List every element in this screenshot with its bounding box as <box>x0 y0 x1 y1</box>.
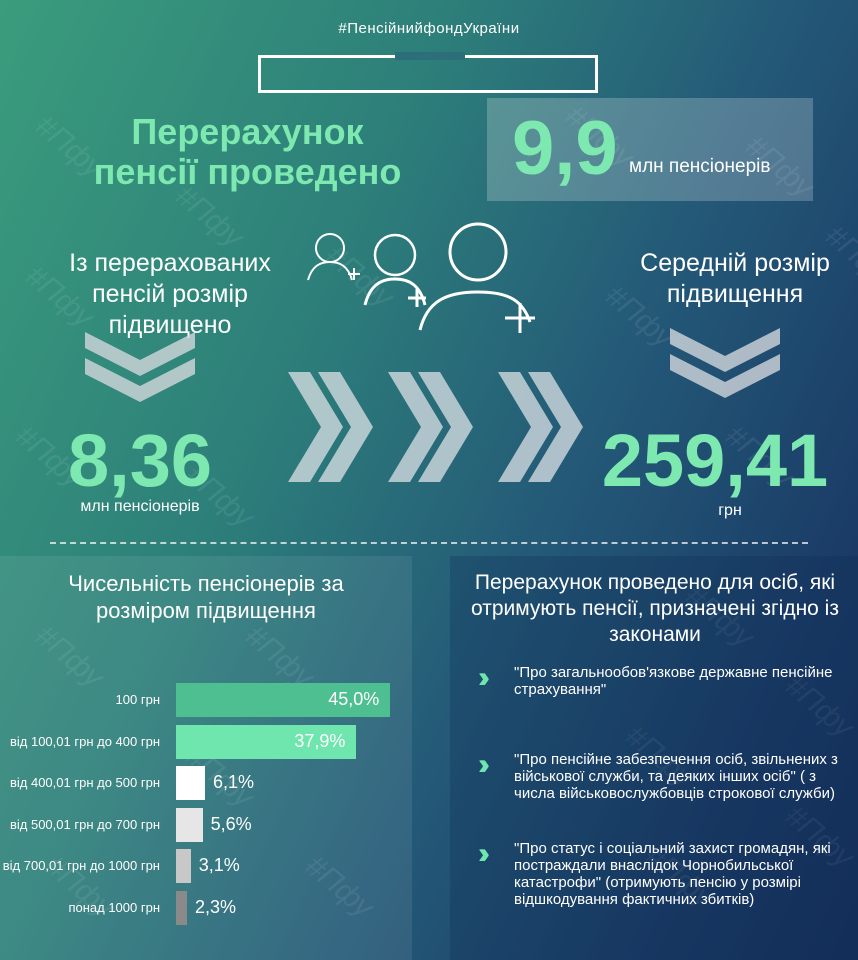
chart-title: Чисельність пенсіонерів за розміром підв… <box>68 571 344 623</box>
bar <box>176 683 391 717</box>
bar-value-label: 45,0% <box>328 689 380 709</box>
bar-value-label: 5,6% <box>210 813 252 834</box>
average-heading: Середній розмір підвищення <box>640 249 830 308</box>
total-value: 9,9 <box>512 106 618 191</box>
frame-gap <box>395 52 465 60</box>
hashtag: #ПенсійнийфондУкраїни <box>338 20 520 37</box>
bar-value-label: 37,9% <box>294 730 346 751</box>
decorative-frame <box>258 55 598 93</box>
bar <box>176 890 187 925</box>
law-text: "Про статус і соціальний захист громадян… <box>514 840 831 908</box>
bar <box>176 724 357 759</box>
laws-panel: Перерахунок проведено для осіб, які отри… <box>450 556 858 960</box>
bar-row: від 100,01 грн до 400 грн 37,9% <box>0 724 412 759</box>
page-title: Перерахунок пенсії проведено <box>93 111 402 192</box>
increased-heading: Із перерахованих пенсій розмір підвищено <box>69 249 271 339</box>
bar-value-label: 6,1% <box>213 772 255 792</box>
bar-category-label: 100 грн <box>115 692 160 707</box>
bar <box>176 849 191 883</box>
chart-panel: Чисельність пенсіонерів за розміром підв… <box>0 556 412 960</box>
double-chevron-icon: ›› <box>478 661 490 694</box>
bar <box>176 766 206 800</box>
law-text: "Про пенсійне забезпечення осіб, звільне… <box>514 751 838 802</box>
bar-category-label: від 100,01 грн до 400 грн <box>9 733 160 749</box>
chevron-down-icon <box>670 328 780 398</box>
bar-category-label: від 400,01 грн до 500 грн <box>9 775 160 790</box>
bar-value-label: 2,3% <box>194 896 236 917</box>
chevron-down-icon <box>85 332 195 402</box>
increased-value: 8,36 <box>67 419 213 502</box>
bar-category-label: від 500,01 грн до 700 грн <box>9 816 160 832</box>
bar <box>176 807 203 842</box>
total-box: 9,9 млн пенсіонерів <box>487 98 813 201</box>
bar-row: 100 грн 45,0% <box>0 683 412 717</box>
bar-value-label: 3,1% <box>198 855 240 875</box>
bar-row: понад 1000 грн 2,3% <box>0 890 412 925</box>
bar-row: від 400,01 грн до 500 грн 6,1% <box>0 766 412 800</box>
total-unit: млн пенсіонерів <box>629 156 771 177</box>
double-chevron-icon: ›› <box>478 748 490 781</box>
double-chevron-icon: ›› <box>478 837 490 870</box>
arrows-right-icon <box>288 372 583 482</box>
laws-heading: Перерахунок проведено для осіб, які отри… <box>471 571 839 646</box>
law-text: "Про загальнообов'язкове державне пенсій… <box>514 664 833 698</box>
people-icon <box>307 222 535 333</box>
bar-category-label: понад 1000 грн <box>68 899 160 915</box>
bar-row: від 700,01 грн до 1000 грн 3,1% <box>0 849 412 883</box>
divider <box>50 542 808 544</box>
average-unit: грн <box>718 502 742 519</box>
bar-row: від 500,01 грн до 700 грн 5,6% <box>0 807 412 842</box>
increased-unit: млн пенсіонерів <box>80 498 200 515</box>
average-value: 259,41 <box>601 419 829 502</box>
bar-category-label: від 700,01 грн до 1000 грн <box>2 858 160 873</box>
